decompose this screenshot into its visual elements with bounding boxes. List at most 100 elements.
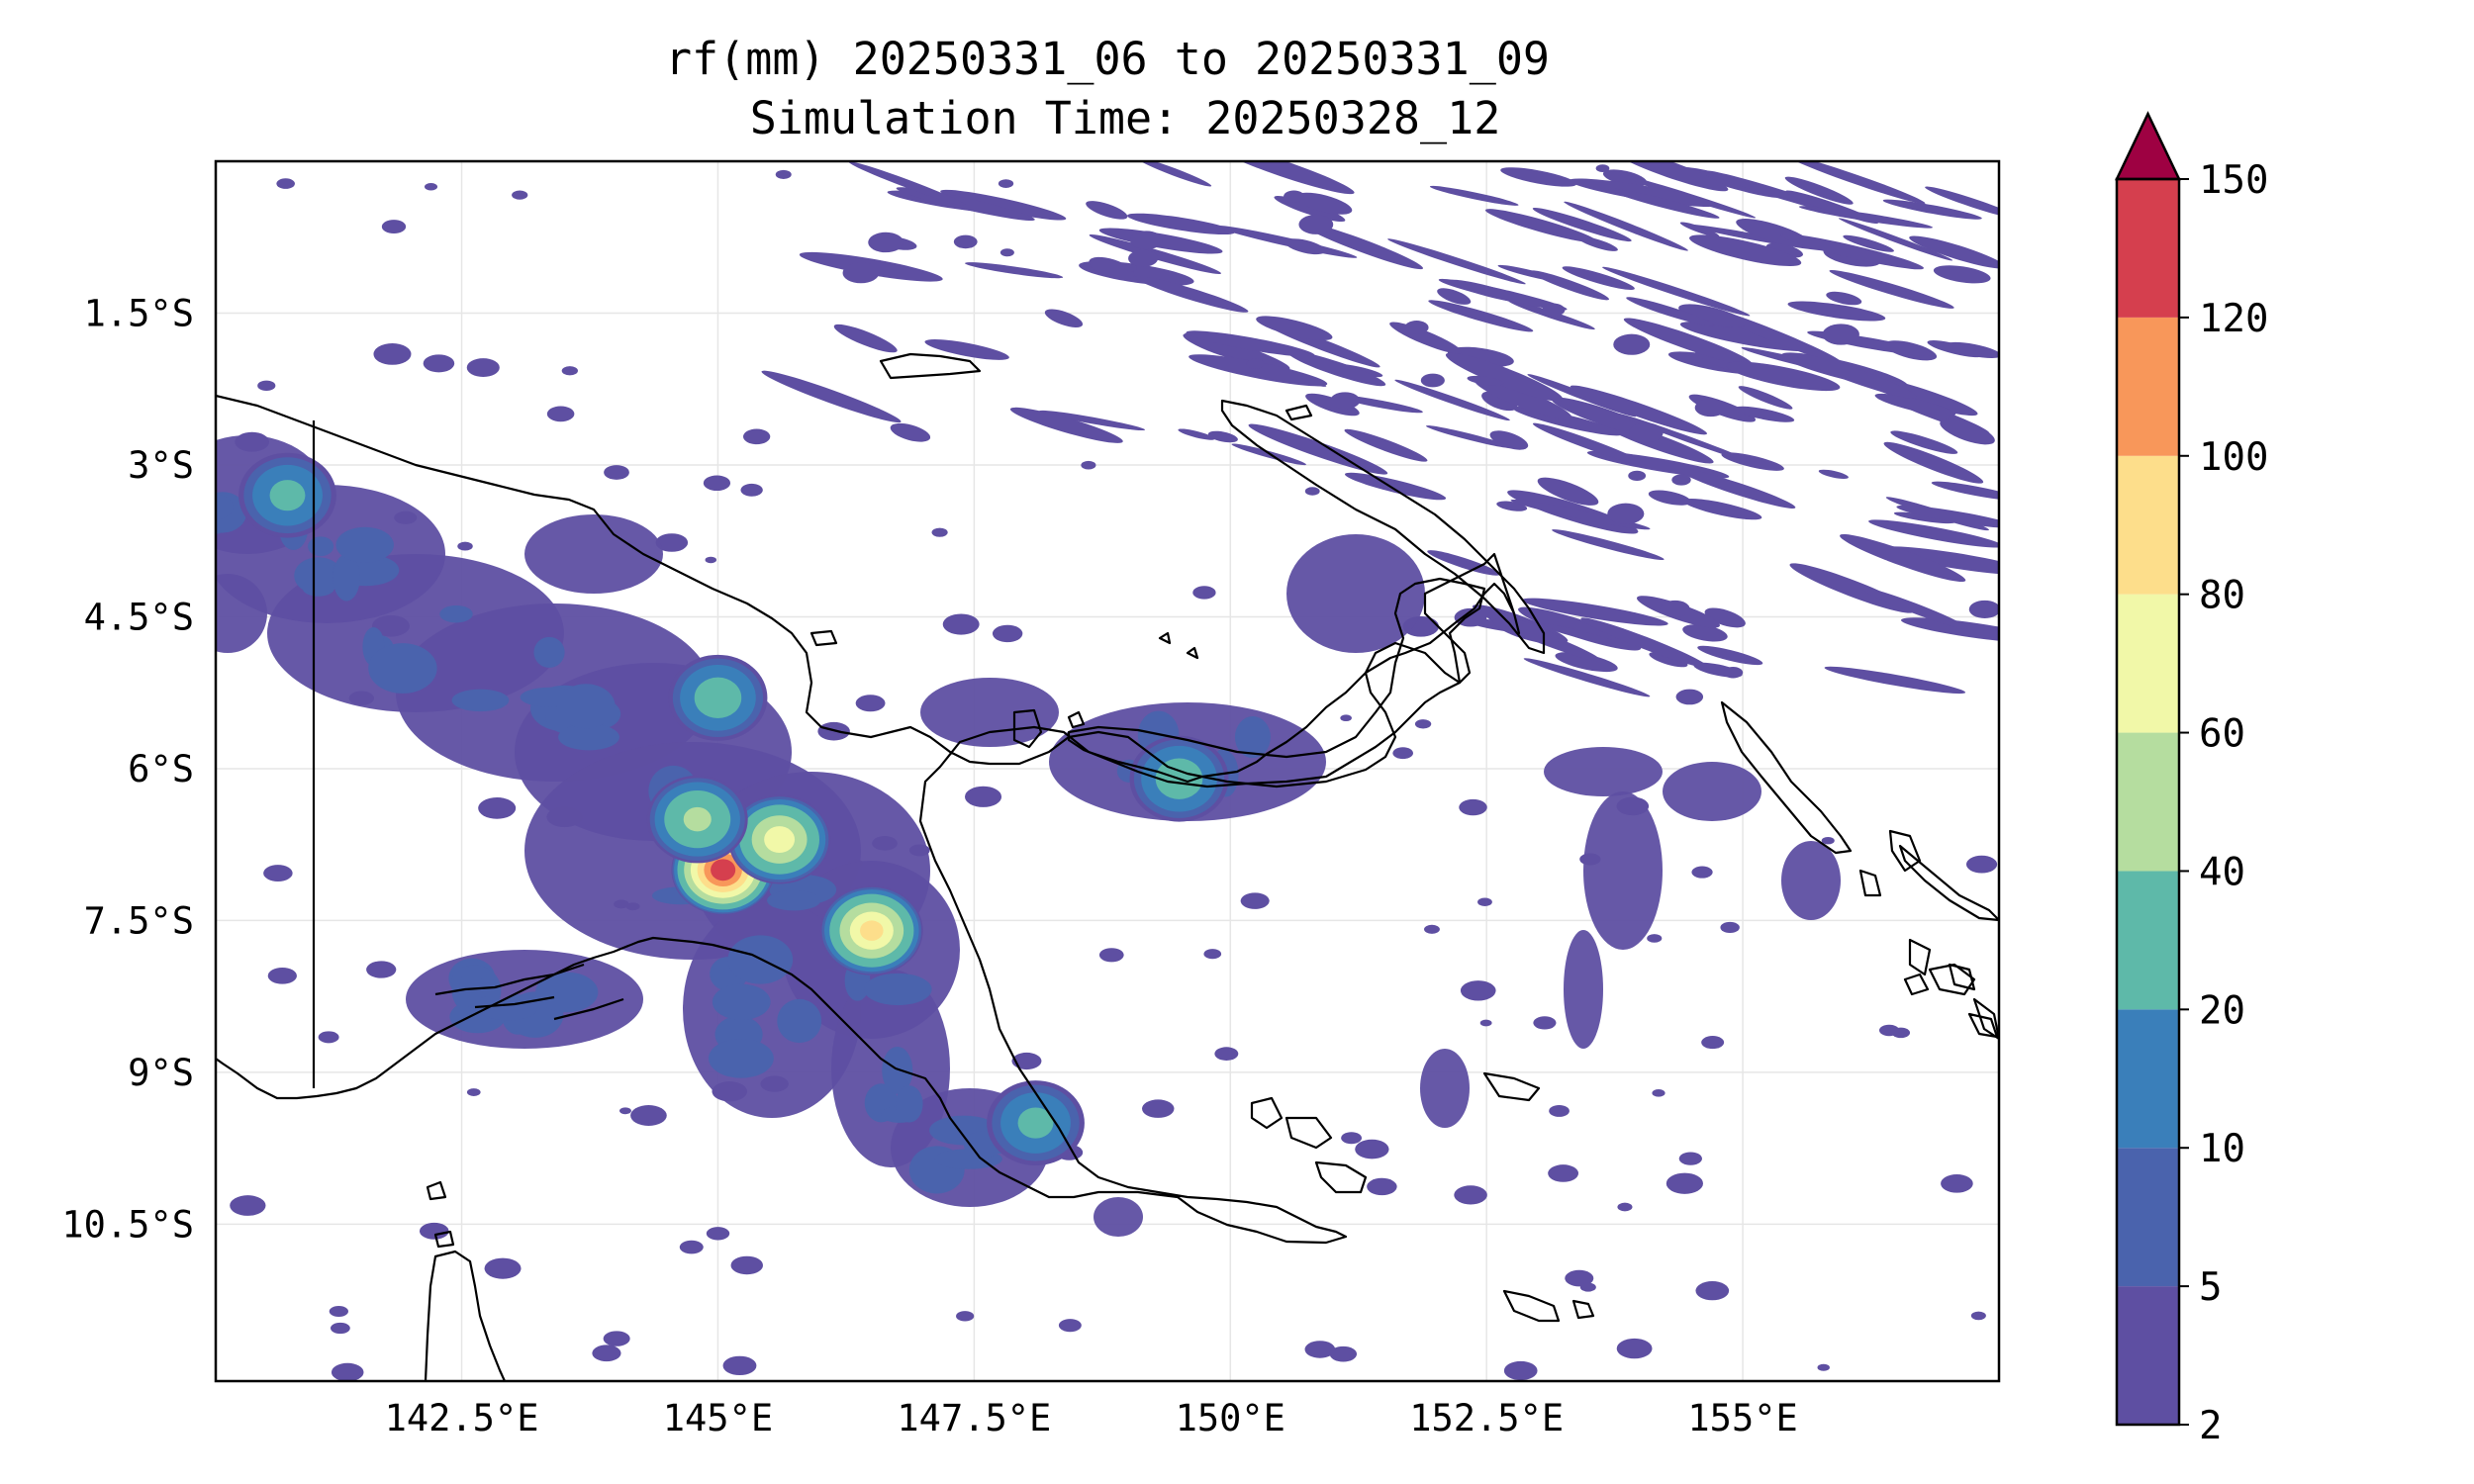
rain-cell xyxy=(1617,1202,1633,1212)
rain-streak xyxy=(1648,490,1691,506)
rain-area-5mm xyxy=(333,554,360,602)
rain-area-5mm xyxy=(1234,716,1271,759)
rain-cell xyxy=(1355,1139,1389,1159)
rain-streak xyxy=(1189,354,1328,387)
rain-streak xyxy=(1877,546,1999,576)
rain-streak xyxy=(940,189,1067,221)
rain-area xyxy=(1583,791,1663,950)
rain-streak xyxy=(1295,192,1353,215)
rain-streak xyxy=(1787,301,1886,322)
rain-streak xyxy=(1186,330,1315,357)
rain-streak xyxy=(1909,235,1999,269)
rain-streak xyxy=(1900,617,1999,643)
rain-cell xyxy=(953,234,978,249)
colorbar-label: 120 xyxy=(2199,297,2268,341)
rain-cell xyxy=(1124,264,1137,272)
rain-streak xyxy=(1539,623,1632,649)
coast-new-guinea xyxy=(216,394,1521,1245)
rain-cell xyxy=(1058,1319,1082,1333)
rain-cell xyxy=(992,624,1023,643)
rain-streak xyxy=(1784,176,1854,205)
rain-cell xyxy=(1549,1105,1570,1117)
rain-streak xyxy=(1274,195,1346,223)
rain-cell xyxy=(366,961,397,978)
rain-streak xyxy=(1933,265,1991,284)
rain-cell xyxy=(722,1355,757,1376)
rain-area-5mm xyxy=(767,889,821,911)
map-plot-area: 142.5°E 145°E 147.5°E 150°E 152.5°E 155°E 1.5°… xyxy=(61,159,2001,1439)
rain-area xyxy=(524,514,663,594)
rain-area xyxy=(920,678,1059,747)
rain-peak-level xyxy=(269,480,306,511)
rain-streak xyxy=(1039,410,1146,431)
rain-cell xyxy=(1665,1172,1703,1194)
rain-area xyxy=(1420,1049,1470,1128)
rain-area-5mm xyxy=(335,526,394,563)
coast-small-islands-torres xyxy=(426,1180,455,1249)
rain-streak xyxy=(1608,188,1720,219)
rain-peak-level xyxy=(1017,1107,1054,1139)
coast-far-east-islands xyxy=(1858,829,1999,1039)
rain-area xyxy=(1544,747,1663,796)
colorbar-label: 100 xyxy=(2199,435,2268,480)
rain-cell xyxy=(964,786,1002,807)
map-title-line2: Simulation Time: 20250328_12 xyxy=(750,92,1501,144)
rain-cell xyxy=(655,533,689,552)
colorbar-extend-triangle xyxy=(2115,111,2181,181)
rain-area-5mm xyxy=(368,643,437,694)
rain-cell xyxy=(419,1222,449,1240)
rain-streak xyxy=(1649,652,1688,668)
rain-streak xyxy=(1678,304,1746,328)
rain-cell xyxy=(730,1255,764,1275)
rain-cell xyxy=(381,220,407,234)
rain-streak xyxy=(1300,222,1424,270)
rain-streak xyxy=(1523,658,1651,697)
rain-streak xyxy=(1551,397,1657,436)
rain-cell xyxy=(466,358,500,378)
rain-cell xyxy=(331,1322,350,1335)
rain-streak xyxy=(1344,472,1447,501)
rain-cell xyxy=(618,1107,631,1115)
rain-cell xyxy=(1454,607,1487,627)
rain-streak xyxy=(1344,428,1428,462)
rain-cell xyxy=(1477,897,1492,906)
rain-cell xyxy=(999,248,1014,257)
rain-cell xyxy=(230,1195,266,1216)
rain-cell xyxy=(1420,373,1445,388)
rain-streak xyxy=(1677,468,1796,509)
rain-cell xyxy=(1533,1016,1557,1030)
rain-cell xyxy=(1414,719,1432,729)
rain-area-5mm xyxy=(451,689,510,712)
rain-streak xyxy=(1387,238,1526,285)
rain-streak xyxy=(1893,511,1955,524)
rain-streak xyxy=(1428,300,1534,332)
rain-streak xyxy=(1287,350,1386,387)
rain-cell xyxy=(1392,747,1413,760)
rain-streak xyxy=(1826,291,1862,306)
rain-cell xyxy=(1142,1099,1175,1118)
rain-area-5mm xyxy=(864,973,932,1006)
coast-fly-river xyxy=(434,963,624,1021)
rain-streak xyxy=(1780,233,1925,270)
rain-area xyxy=(1094,1197,1143,1237)
rain-streak xyxy=(1474,378,1572,420)
colorbar-label: 10 xyxy=(2199,1127,2245,1171)
colorbar-segment xyxy=(2117,1286,2179,1425)
rain-streak xyxy=(1127,213,1235,235)
coast-bougainville xyxy=(1720,700,1853,855)
rain-streak xyxy=(1765,242,1804,258)
rain-cell xyxy=(1595,164,1610,173)
rain-cell xyxy=(1479,1019,1492,1027)
coast-manus xyxy=(879,352,982,380)
rain-streak xyxy=(1689,234,1802,267)
rain-cell xyxy=(842,262,880,284)
colorbar-label: 150 xyxy=(2199,158,2268,203)
rain-streak xyxy=(1786,161,1926,205)
rain-cell xyxy=(1192,586,1216,600)
rain-streak xyxy=(1883,441,1984,484)
rain-area-5mm xyxy=(558,723,619,751)
rain-streak xyxy=(1697,645,1763,666)
rain-streak xyxy=(1185,331,1290,370)
coastlines xyxy=(216,352,1999,1381)
rain-streak xyxy=(1868,519,1999,548)
